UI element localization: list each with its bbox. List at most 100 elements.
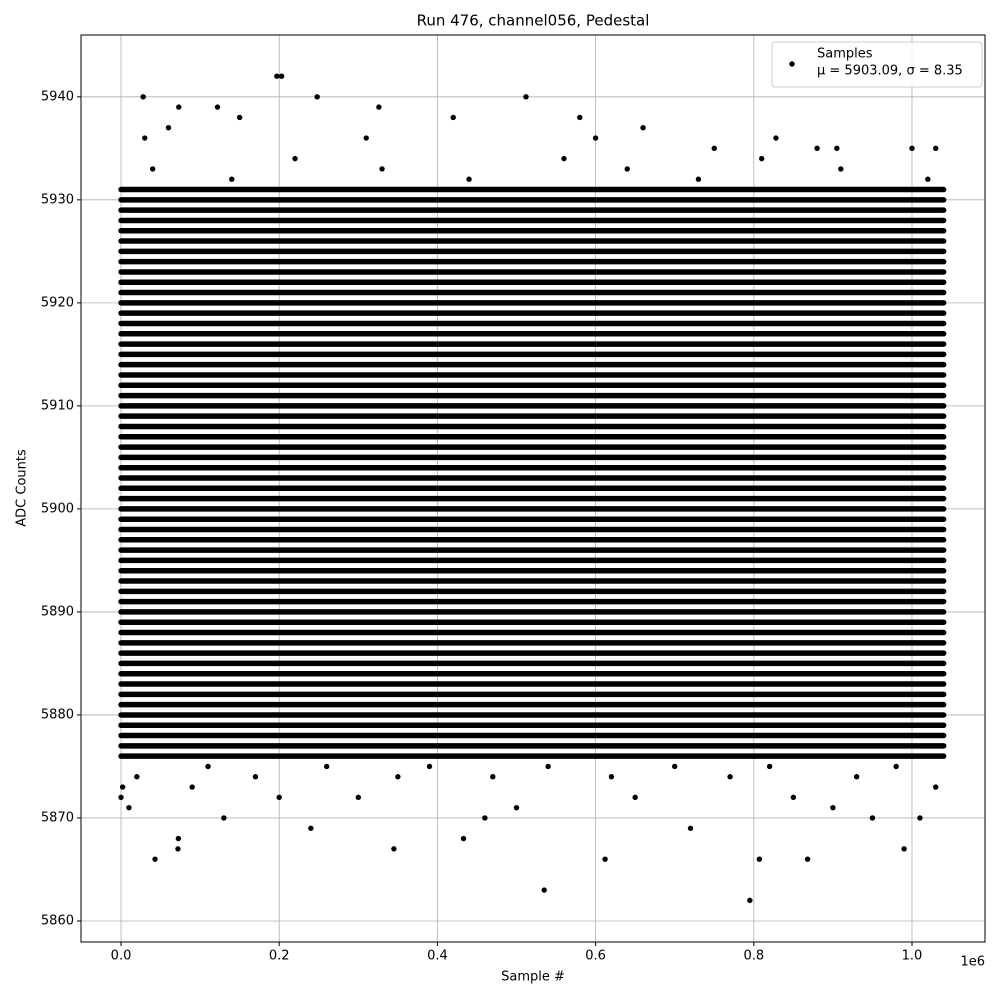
x-tick-label: 0.0	[111, 949, 132, 964]
point	[561, 155, 567, 162]
point	[221, 815, 227, 821]
point	[933, 784, 939, 790]
point	[838, 166, 844, 172]
y-tick-label: 5940	[41, 89, 74, 104]
y-tick-label: 5890	[41, 604, 74, 619]
point	[933, 145, 939, 152]
point	[252, 774, 259, 780]
point	[602, 856, 608, 862]
point	[804, 856, 811, 862]
point	[747, 897, 753, 904]
point	[893, 763, 899, 770]
x-tick-label: 0.2	[269, 949, 290, 964]
point	[909, 145, 915, 152]
point	[687, 825, 694, 831]
point	[592, 135, 599, 141]
point	[672, 763, 678, 770]
point	[460, 835, 467, 842]
point	[152, 856, 158, 862]
point	[276, 794, 282, 801]
point	[395, 774, 401, 780]
point	[175, 835, 182, 842]
point	[853, 774, 860, 780]
y-tick-label: 5920	[41, 295, 74, 310]
point	[624, 166, 630, 172]
point	[119, 784, 126, 790]
point	[142, 135, 148, 141]
point	[134, 774, 140, 780]
point	[925, 176, 931, 182]
point	[149, 166, 156, 172]
point	[363, 135, 369, 141]
point	[165, 125, 172, 131]
point	[917, 815, 923, 821]
x-axis-label: Sample #	[501, 970, 565, 985]
point	[513, 804, 520, 811]
point	[314, 94, 320, 100]
point	[126, 804, 132, 811]
point	[229, 176, 235, 182]
y-tick-label: 5880	[41, 707, 74, 722]
y-tick-label: 5860	[41, 913, 74, 928]
point	[727, 774, 733, 780]
point	[830, 804, 836, 811]
point	[523, 94, 529, 100]
point	[759, 155, 765, 162]
legend-box	[771, 41, 983, 88]
x-tick-label: 0.8	[743, 949, 764, 964]
point	[236, 114, 243, 121]
y-tick-label: 5930	[41, 192, 74, 207]
point	[376, 104, 382, 110]
point	[205, 763, 211, 770]
y-tick-label: 5910	[41, 398, 74, 413]
point	[140, 94, 146, 100]
point	[278, 73, 285, 79]
point	[541, 887, 547, 893]
point	[189, 784, 195, 790]
y-tick-label: 5900	[41, 501, 74, 516]
point	[545, 763, 551, 770]
point	[214, 104, 221, 110]
y-tick-label: 5870	[41, 810, 74, 825]
legend-marker	[789, 61, 795, 67]
x-tick-label: 0.4	[427, 949, 448, 964]
point	[308, 825, 314, 831]
point	[175, 846, 181, 852]
point	[632, 794, 638, 801]
point	[577, 114, 583, 121]
point	[482, 815, 488, 821]
point	[608, 774, 615, 780]
legend-label: Samples	[817, 47, 873, 62]
point	[450, 114, 456, 121]
chart-title: Run 476, channel056, Pedestal	[417, 12, 650, 30]
series	[118, 73, 947, 904]
point	[323, 763, 330, 770]
plot-area	[81, 35, 985, 942]
point	[756, 856, 763, 862]
point	[274, 73, 280, 79]
point	[176, 104, 182, 110]
point	[766, 763, 773, 770]
axes-frame	[80, 34, 986, 943]
point	[490, 774, 496, 780]
point	[834, 145, 840, 152]
point	[426, 763, 433, 770]
point	[118, 794, 124, 801]
x-tick-label: 1.0	[902, 949, 923, 964]
y-axis-label: ADC Counts	[15, 449, 30, 527]
point	[814, 145, 820, 152]
point	[640, 125, 646, 131]
point	[391, 846, 397, 852]
point	[695, 176, 702, 182]
point	[790, 794, 797, 801]
x-offset-label: 1e6	[960, 955, 985, 970]
x-tick-label: 0.6	[585, 949, 606, 964]
point	[869, 815, 876, 821]
point	[379, 166, 385, 172]
point	[901, 846, 907, 852]
point	[711, 145, 717, 152]
legend-note: μ = 5903.09, σ = 8.35	[817, 64, 963, 79]
point	[292, 155, 298, 162]
point	[355, 794, 362, 801]
